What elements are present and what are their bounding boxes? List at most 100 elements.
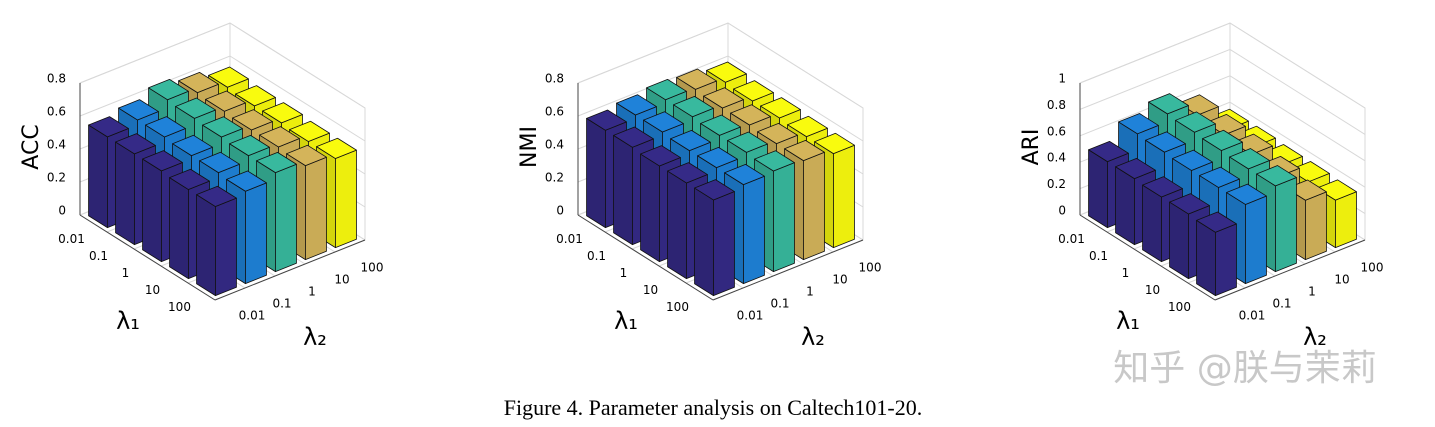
- x-tick-label: 0.01: [556, 232, 583, 246]
- y-axis: [214, 239, 366, 301]
- bar-top: [1115, 157, 1156, 180]
- bar-front: [305, 156, 327, 261]
- y-tick-label: 1: [308, 285, 316, 299]
- x-tick-label: 1: [620, 266, 628, 280]
- bar-top: [1316, 179, 1357, 201]
- z-tick-label: 0.4: [1047, 151, 1066, 165]
- bar-front: [215, 197, 237, 297]
- bar-top: [148, 79, 189, 101]
- bar-top: [1172, 149, 1213, 171]
- bar-top: [232, 109, 273, 131]
- bar-top: [1178, 94, 1219, 116]
- y-tick-label: 0.01: [239, 309, 266, 323]
- bar-top: [259, 126, 300, 148]
- bar-top: [1256, 165, 1297, 187]
- bar-top: [202, 116, 243, 138]
- bar-side: [88, 124, 108, 229]
- bar-top: [1088, 140, 1129, 163]
- z-tick-label: 0.8: [545, 72, 564, 86]
- x-axis: [79, 214, 216, 301]
- bar-front: [1335, 191, 1357, 249]
- y-tick-label: 100: [361, 261, 384, 275]
- y-axis-title: λ₂: [303, 323, 327, 351]
- bar-top: [586, 109, 627, 131]
- bar-top: [697, 146, 738, 169]
- bar-side: [115, 141, 135, 246]
- y-tick-label: 10: [1334, 273, 1349, 287]
- bar-top: [262, 102, 303, 124]
- x-tick-label: 0.1: [587, 249, 606, 263]
- bar-top: [1226, 183, 1267, 205]
- x-tick-label: 100: [1168, 300, 1191, 314]
- bar-top: [178, 71, 219, 94]
- bar-top: [316, 137, 357, 159]
- bar-top: [613, 126, 654, 148]
- bar-top: [640, 145, 681, 167]
- bar-front: [335, 149, 357, 249]
- x-tick-label: 10: [643, 283, 658, 297]
- z-tick-label: 0.4: [545, 138, 564, 152]
- bar-top: [733, 80, 774, 102]
- bar-top: [1169, 193, 1210, 215]
- bar-front: [773, 162, 795, 273]
- x-axis-title: λ₁: [1116, 307, 1140, 335]
- bar-front: [1305, 191, 1327, 261]
- x-tick-label: 10: [145, 283, 160, 297]
- bar-front: [833, 144, 855, 249]
- bar-top: [172, 134, 213, 157]
- bar-top: [145, 116, 186, 138]
- z-axis-title: ACC: [19, 124, 44, 169]
- y-tick-label: 0.1: [272, 297, 291, 311]
- y-tick-label: 100: [859, 261, 882, 275]
- bar-top: [757, 122, 798, 145]
- y-axis-title: λ₂: [1303, 323, 1327, 351]
- bar-top: [208, 66, 249, 88]
- grid-line: [1079, 22, 1366, 109]
- grid-line: [577, 55, 864, 142]
- bar-front: [713, 191, 735, 297]
- bar-top: [1145, 131, 1186, 153]
- y-axis: [712, 239, 864, 301]
- z-tick-label: 0.8: [47, 72, 66, 86]
- x-tick-label: 1: [122, 266, 130, 280]
- bar-side: [169, 177, 189, 280]
- bar-front: [803, 151, 825, 261]
- y-tick-label: 1: [1308, 285, 1316, 299]
- y-axis-title: λ₂: [801, 323, 825, 351]
- bar-top: [289, 120, 330, 142]
- y-tick-label: 0.1: [1272, 297, 1291, 311]
- y-tick-label: 100: [1361, 261, 1384, 275]
- grid-line: [1079, 48, 1366, 135]
- bar-top: [286, 144, 327, 167]
- bar-front: [1275, 177, 1297, 273]
- bar-top: [1142, 176, 1183, 198]
- bar-top: [205, 90, 246, 112]
- z-tick-label: 0.8: [1047, 98, 1066, 112]
- bar: [694, 179, 735, 297]
- bar-top: [676, 68, 717, 90]
- bar-top: [1199, 166, 1240, 188]
- x-tick-label: 10: [1145, 283, 1160, 297]
- y-tick-label: 10: [334, 273, 349, 287]
- y-tick-label: 0.01: [737, 309, 764, 323]
- z-tick-label: 0.2: [1047, 177, 1066, 191]
- grid-line: [1079, 75, 1366, 162]
- bar-top: [670, 129, 711, 152]
- bar: [196, 185, 237, 297]
- z-tick-label: 0.2: [545, 171, 564, 185]
- bar-top: [814, 132, 855, 155]
- bar-top: [673, 96, 714, 118]
- bar-side: [196, 194, 216, 297]
- bar-side: [1115, 166, 1135, 246]
- bar-top: [754, 150, 795, 172]
- bar-top: [256, 151, 297, 174]
- x-axis-title: λ₁: [614, 307, 638, 335]
- bar-top: [199, 151, 240, 174]
- chart: 0 0.2 0.4 0.6 0.8 1 0.01 0.1 1 10 100 0.01 0.1 1 10 100…: [1019, 22, 1384, 351]
- x-tick-label: 0.1: [89, 249, 108, 263]
- z-tick-label: 0.6: [545, 105, 564, 119]
- bar-top: [118, 99, 159, 121]
- z-tick-label: 0.6: [1047, 124, 1066, 138]
- z-axis-title: ARI: [1019, 129, 1044, 166]
